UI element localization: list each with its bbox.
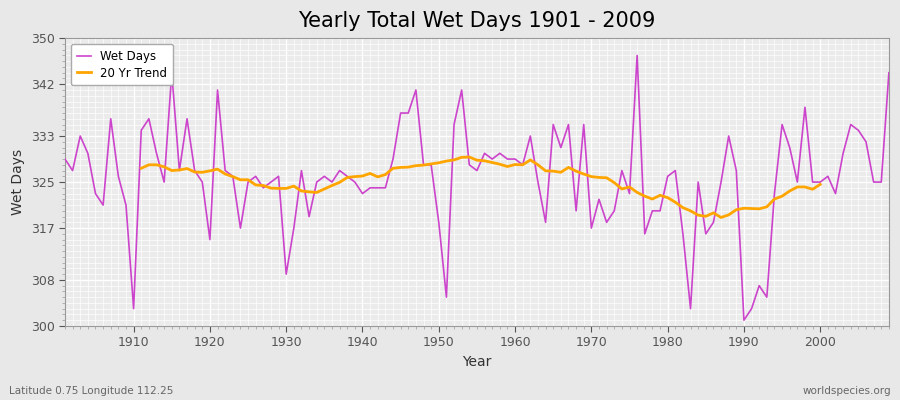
20 Yr Trend	[228, 174, 238, 179]
Wet Days	[334, 168, 345, 173]
X-axis label: Year: Year	[463, 355, 491, 369]
Wet Days	[509, 157, 520, 162]
20 Yr Trend	[708, 210, 719, 215]
20 Yr Trend	[799, 184, 810, 189]
Text: Latitude 0.75 Longitude 112.25: Latitude 0.75 Longitude 112.25	[9, 386, 174, 396]
20 Yr Trend	[464, 155, 474, 160]
20 Yr Trend	[731, 207, 742, 212]
Wet Days	[601, 220, 612, 225]
Y-axis label: Wet Days: Wet Days	[11, 149, 25, 215]
20 Yr Trend	[342, 175, 353, 180]
Wet Days	[632, 53, 643, 58]
Wet Days	[59, 157, 70, 162]
Legend: Wet Days, 20 Yr Trend: Wet Days, 20 Yr Trend	[71, 44, 174, 86]
20 Yr Trend	[616, 186, 627, 191]
20 Yr Trend	[716, 215, 726, 220]
Wet Days	[121, 203, 131, 208]
Text: worldspecies.org: worldspecies.org	[803, 386, 891, 396]
Line: 20 Yr Trend: 20 Yr Trend	[141, 157, 820, 218]
20 Yr Trend	[814, 182, 825, 187]
Wet Days	[288, 226, 299, 230]
Line: Wet Days: Wet Days	[65, 56, 889, 320]
Wet Days	[884, 70, 895, 75]
20 Yr Trend	[136, 166, 147, 171]
Wet Days	[739, 318, 750, 322]
Title: Yearly Total Wet Days 1901 - 2009: Yearly Total Wet Days 1901 - 2009	[298, 11, 655, 31]
Wet Days	[502, 157, 513, 162]
